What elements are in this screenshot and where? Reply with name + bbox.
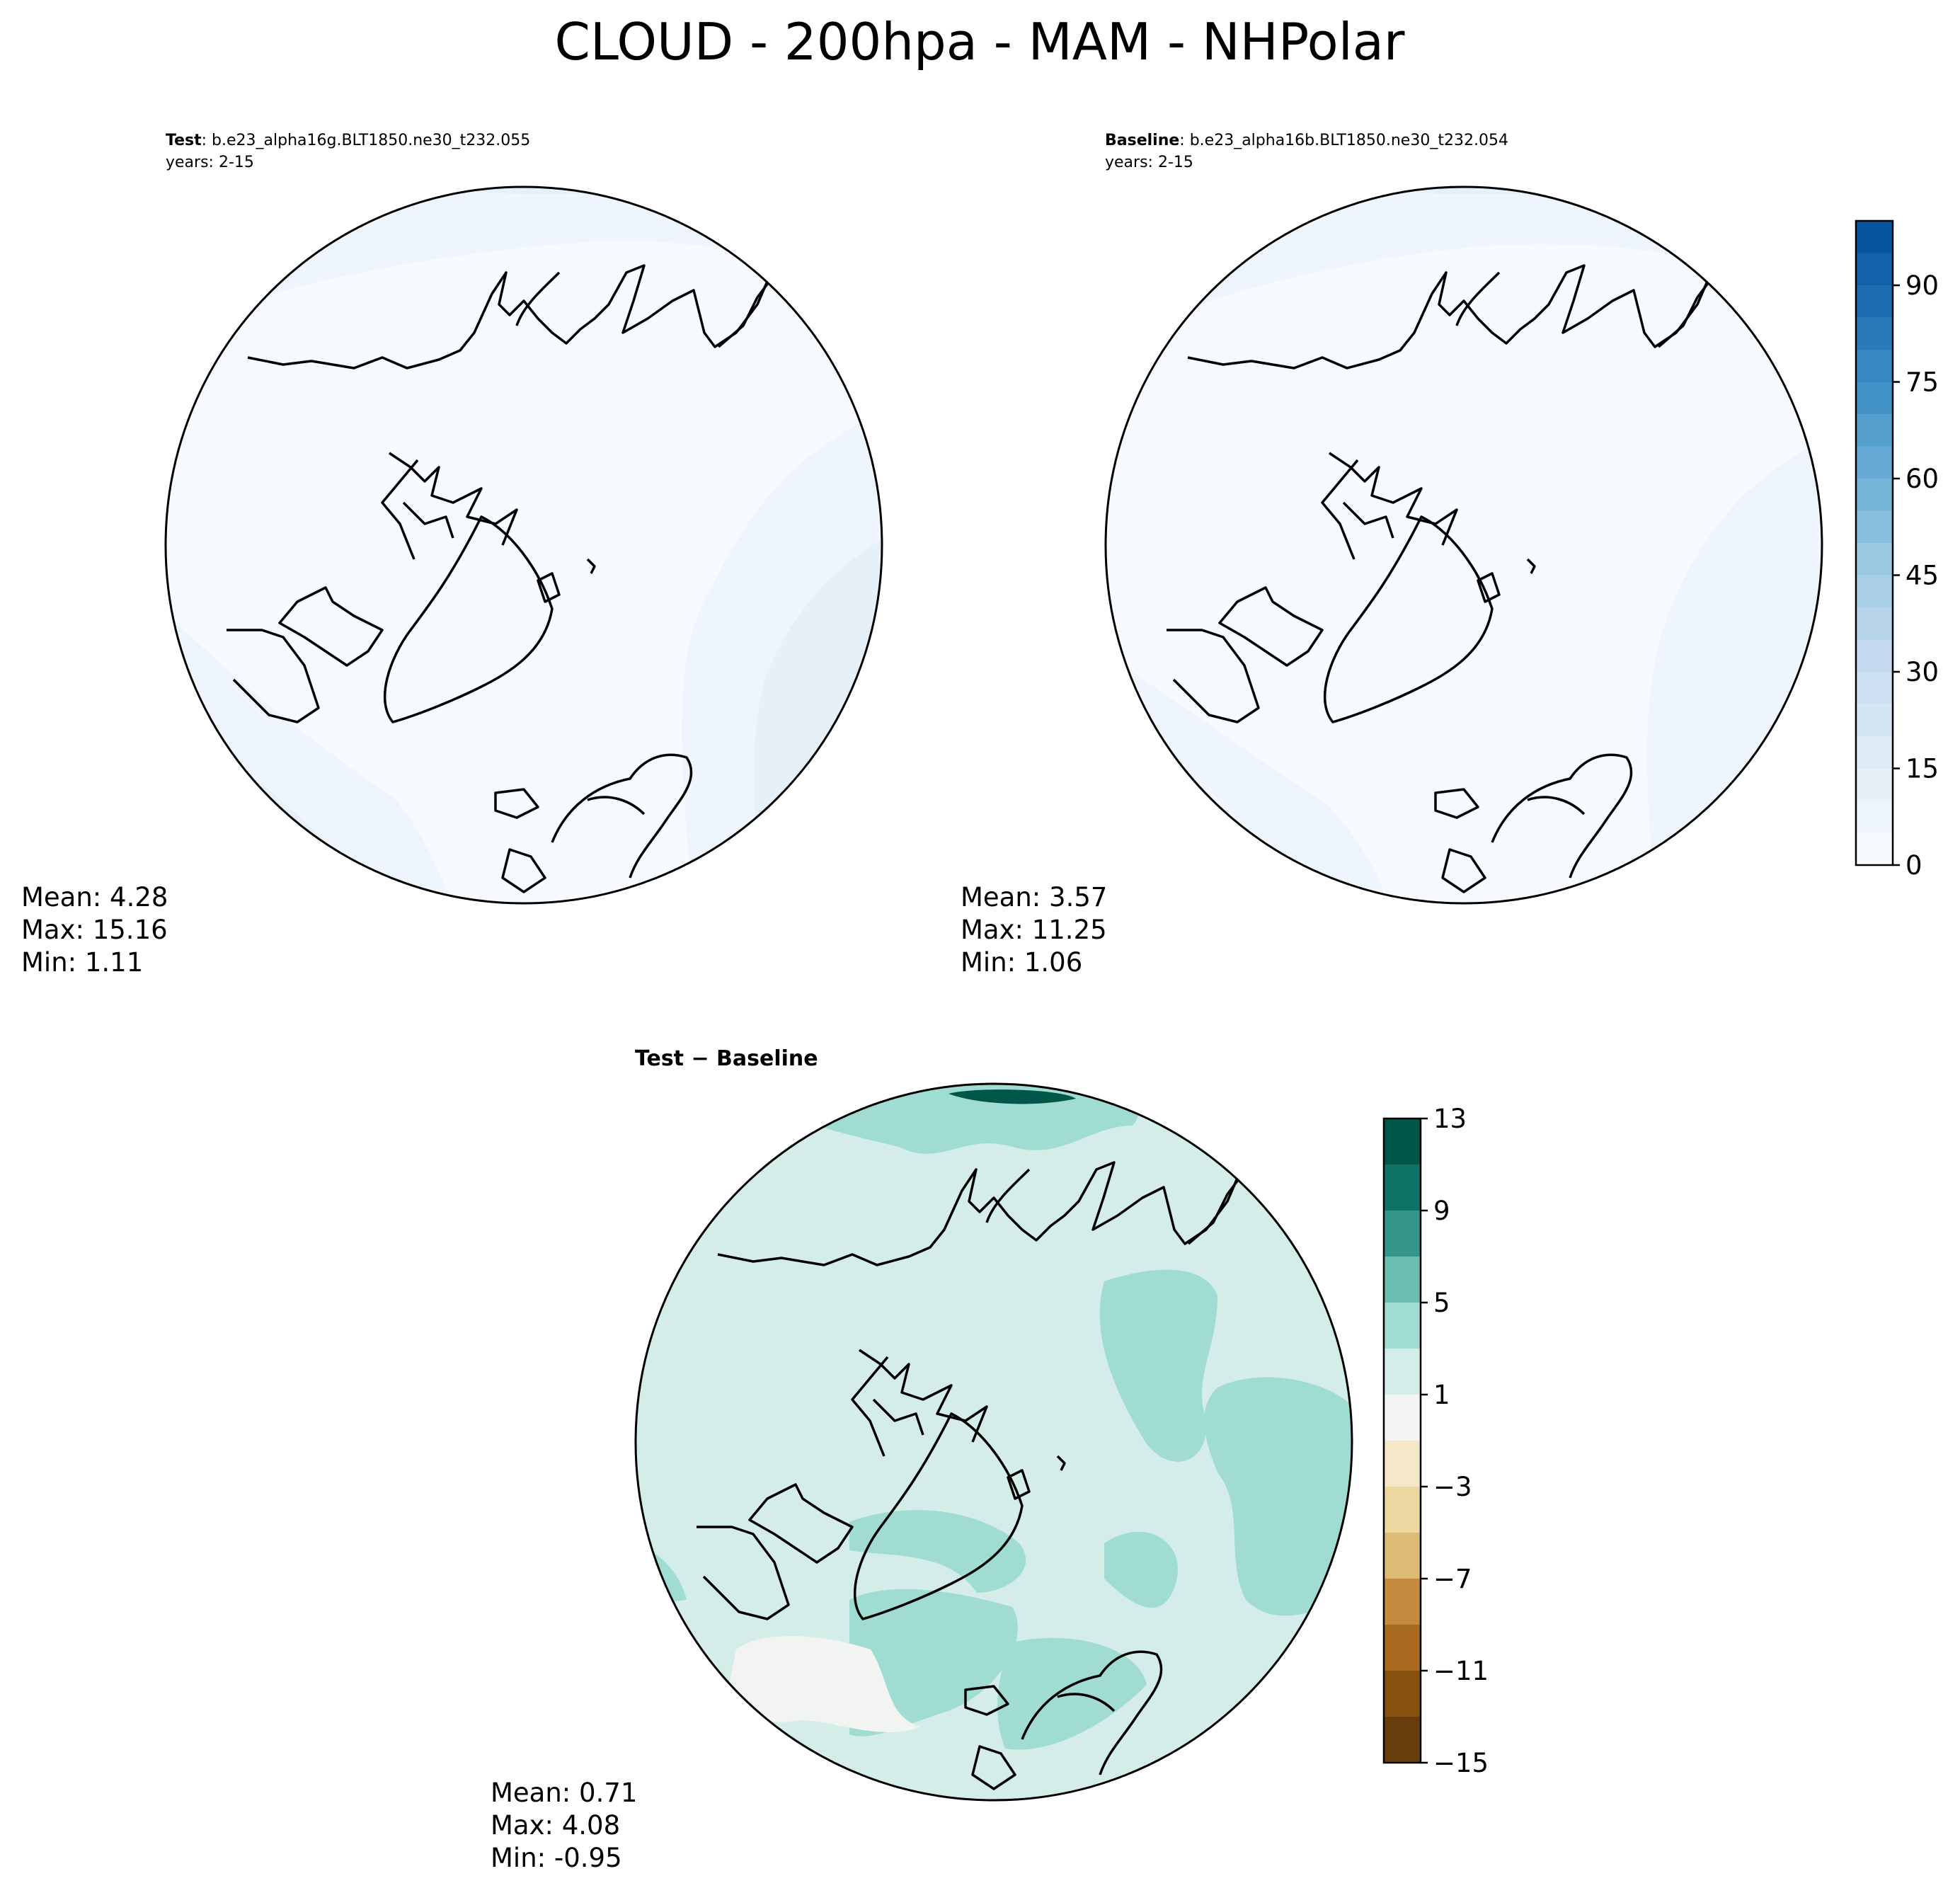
field-region	[1104, 1531, 1178, 1608]
colorbar-swatch	[1856, 833, 1893, 865]
colorbar-tick-label: 9	[1433, 1196, 1450, 1226]
colorbar-swatch	[1384, 1441, 1421, 1487]
panel-baseline-label-case: : b.e23_alpha16b.BLT1850.ne30_t232.054	[1179, 132, 1508, 149]
colorbar-swatch	[1856, 285, 1893, 318]
colorbar-swatch	[1856, 510, 1893, 543]
colorbar-swatch	[1384, 1257, 1421, 1303]
colorbar-swatch	[1856, 768, 1893, 801]
colorbar-main: 0 15 30 45 60 75 90	[1855, 219, 1939, 881]
colorbar-swatch	[1856, 639, 1893, 672]
field-region	[849, 1589, 1018, 1737]
stat-max: Max: 15.16	[21, 915, 168, 945]
colorbar-swatch	[1856, 382, 1893, 414]
panel-test-label: Test: b.e23_alpha16g.BLT1850.ne30_t232.0…	[166, 132, 530, 149]
stat-min: Min: 1.06	[961, 947, 1082, 978]
field-region	[949, 1089, 1076, 1104]
colorbar-diff: 13 9 5 1 −3 −7 −11 −15	[1382, 1104, 1489, 1778]
colorbar-tick-label: 60	[1905, 464, 1939, 494]
field-region	[1099, 1269, 1217, 1462]
stat-min: Min: 1.11	[21, 947, 143, 978]
colorbar-tick-label: −7	[1433, 1564, 1472, 1594]
colorbar-swatch	[1856, 253, 1893, 285]
colorbar-swatch	[1384, 1717, 1421, 1763]
colorbar-swatch	[1856, 414, 1893, 447]
panel-baseline-label-bold: Baseline	[1105, 132, 1179, 149]
colorbar-swatch	[1384, 1165, 1421, 1211]
colorbar-tick-label: −15	[1433, 1748, 1489, 1778]
colorbar-tick-label: −11	[1433, 1656, 1489, 1686]
colorbar-swatch	[1384, 1349, 1421, 1395]
colorbar-swatch	[1856, 221, 1893, 253]
colorbar-tick-label: 90	[1905, 270, 1939, 301]
colorbar-swatch	[1384, 1533, 1421, 1579]
field-region	[1204, 1377, 1352, 1616]
map-test	[166, 187, 882, 903]
stat-mean: Mean: 4.28	[21, 882, 168, 912]
panel-difference-label: Test − Baseline	[635, 1046, 818, 1071]
stat-mean: Mean: 0.71	[491, 1778, 637, 1808]
panel-baseline-label: Baseline: b.e23_alpha16b.BLT1850.ne30_t2…	[1105, 132, 1508, 149]
colorbar-swatch	[1384, 1119, 1421, 1165]
panel-test-label-case: : b.e23_alpha16g.BLT1850.ne30_t232.055	[202, 132, 531, 149]
colorbar-swatch	[1856, 704, 1893, 736]
colorbar-frame	[1855, 219, 1894, 866]
colorbar-swatch	[1856, 350, 1893, 382]
map-boundary	[1104, 185, 1823, 905]
panel-test-label-bold: Test	[166, 132, 202, 149]
colorbar-swatch	[1384, 1579, 1421, 1625]
colorbar-tick-label: 45	[1905, 561, 1939, 591]
colorbar-swatch	[1856, 736, 1893, 769]
colorbar-swatch	[1384, 1395, 1421, 1441]
stat-max: Max: 4.08	[491, 1810, 620, 1841]
colorbar-swatch	[1384, 1211, 1421, 1257]
colorbar-tick-label: 1	[1433, 1380, 1450, 1410]
map-boundary	[634, 1082, 1353, 1802]
colorbar-swatch	[1856, 801, 1893, 833]
colorbar-swatch	[1384, 1487, 1421, 1533]
map-boundary	[164, 185, 883, 905]
field-region	[849, 1510, 1026, 1593]
colorbar-swatch	[1384, 1625, 1421, 1671]
stat-mean: Mean: 3.57	[961, 882, 1107, 912]
colorbar-tick-label: 13	[1433, 1104, 1467, 1134]
panel-test: Test: b.e23_alpha16g.BLT1850.ne30_t232.0…	[21, 132, 883, 978]
colorbar-tick-label: 75	[1905, 367, 1939, 398]
colorbar-swatch	[1856, 317, 1893, 350]
panel-baseline: Baseline: b.e23_alpha16b.BLT1850.ne30_t2…	[961, 132, 1823, 978]
panel-baseline-years: years: 2-15	[1105, 154, 1193, 171]
colorbar-swatch	[1856, 607, 1893, 640]
colorbar-swatch	[1856, 479, 1893, 511]
colorbar-swatch	[1384, 1671, 1421, 1717]
colorbar-tick-label: 5	[1433, 1288, 1450, 1318]
colorbar-tick-label: 15	[1905, 754, 1939, 784]
panel-difference: Test − Baseline Mean: 0.71 Max: 4.08 Min…	[491, 1046, 1353, 1873]
field-region	[729, 1636, 920, 1732]
colorbar-swatch	[1856, 672, 1893, 704]
colorbar-tick-label: −3	[1433, 1472, 1472, 1502]
colorbar-swatch	[1856, 575, 1893, 607]
figure-title: CLOUD - 200hpa - MAM - NHPolar	[555, 12, 1405, 71]
stat-min: Min: -0.95	[491, 1843, 622, 1873]
map-difference	[636, 1084, 1352, 1800]
colorbar-frame	[1382, 1117, 1422, 1764]
panel-test-years: years: 2-15	[166, 154, 254, 171]
stat-max: Max: 11.25	[961, 915, 1107, 945]
colorbar-tick-label: 0	[1905, 850, 1922, 881]
colorbar-swatch	[1856, 543, 1893, 576]
colorbar-swatch	[1856, 446, 1893, 479]
colorbar-swatch	[1384, 1303, 1421, 1349]
colorbar-tick-label: 30	[1905, 657, 1939, 687]
